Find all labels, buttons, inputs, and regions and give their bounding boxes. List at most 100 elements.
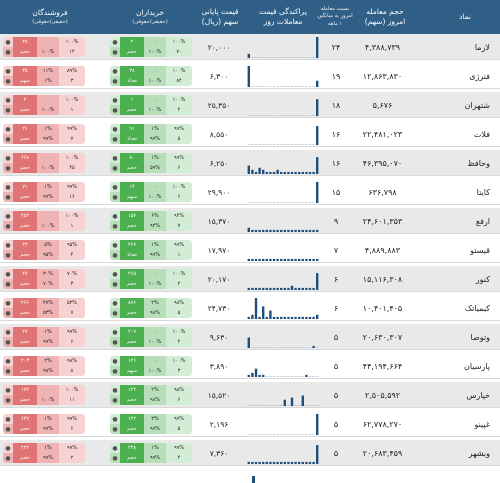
sell-value: ۶۶۸ [13, 153, 37, 163]
scroll-marker [252, 476, 255, 483]
distribution-bar [283, 86, 286, 87]
distribution-bar [301, 395, 304, 406]
sell-value: ۳۰% [37, 269, 59, 279]
table-row[interactable]: وتوصا ۲۰,۶۳۰,۳۰۷ ۵ ۹,۶۳۰ ۱۰۰% ۰ ۲۰۷ ● ۲ ۱۰۰% حجم ● ۹… [0, 324, 500, 350]
distribution-bar [247, 227, 250, 232]
table-row[interactable]: فلات ۲۲,۴۸۱,۰۲۳ ۱۶ ۸,۵۵۰ ۹۹% ۱% ۹۱ ● ۵ ۹۷% تعداد ● ۹… [0, 121, 500, 147]
table-row[interactable]: شتهران ۵,۶۷۶ ۱۸ ۲۵,۳۵۰ ۱۰۰% ۰ ۱ ● ۲ ۱۰۰% حجم ● ۱۰۰% ۰… [0, 92, 500, 118]
price-distribution-chart [247, 297, 319, 319]
buy-value: ۱۵۷ [120, 211, 144, 221]
closing-price: ۸,۵۵۰ [209, 129, 229, 139]
buyers-panel: ۹۷% ۳% ۱۴۲ ● ۵ ۹۷% حجم ● [110, 414, 192, 434]
buy-value: سهم [120, 192, 144, 202]
distribution-bar [283, 316, 286, 319]
price-distribution-chart [247, 123, 319, 145]
distribution-bar [290, 285, 294, 290]
distribution-bar [262, 434, 265, 435]
distribution-bar [294, 258, 297, 261]
symbol-name: پارسیان [464, 361, 490, 371]
buy-value: ۱۰۰% [144, 279, 166, 289]
distribution-bar [262, 202, 265, 203]
sell-value: ۹۹% [37, 134, 59, 144]
sell-value: ۰ [37, 37, 59, 47]
table-row[interactable]: لازما ۴,۳۸۸,۷۳۹ ۲۴ ۲۰,۰۰۰ ۱۰۰% ۰ ۲ ● ۷۰ ۱۰۰% حجم ● ۱… [0, 34, 500, 60]
distribution-bar [305, 202, 308, 203]
person-icon: ● [110, 366, 120, 376]
sell-value: ۹۹% [59, 414, 85, 424]
distribution-bar [280, 57, 283, 58]
table-row[interactable]: کیمیاتک ۱۰,۴۰۱,۴۰۵ ۶ ۲۴,۷۳۰ ۹۸% ۲% ۸۷۶ ● ۵ ۹۸% حجم… [0, 295, 500, 321]
distribution-bar [290, 461, 294, 464]
distribution-bar [312, 376, 315, 377]
sellers-panel: ۱۰۰% ۰ ۲۵۲ ● ۱ ۱۰۰% حجم ● [3, 211, 85, 231]
distribution-bar [272, 434, 276, 435]
sellers-panel: ۹۹% ۱% ۲۲۲ ● ۲ ۹۹% حجم ● [3, 443, 85, 463]
distribution-bar [269, 202, 272, 203]
distribution-bar [258, 167, 261, 174]
sell-value: ۴۵ [59, 163, 85, 173]
header-price: قیمت پایانی سهم (ریال) [201, 6, 239, 26]
table-row[interactable]: کنور ۱۵,۱۱۶,۳۰۸ ۶ ۲۰,۱۷۰ ۱۰۰% ۰ ۲۶۵ ● ۲ ۱۰۰% حجم ● ۷… [0, 266, 500, 292]
sell-value: ۸ [59, 366, 85, 376]
table-row[interactable]: ارفع ۲۴,۶۰۱,۳۵۳ ۹ ۱۵,۳۷۰ ۹۴% ۶% ۱۵۷ ● ۷ ۹۲% حجم ● ۱۰… [0, 208, 500, 234]
sell-value: سهم [13, 76, 37, 86]
distribution-bar [287, 171, 290, 174]
distribution-bar [247, 115, 250, 116]
distribution-bar [312, 461, 315, 464]
distribution-bar [298, 405, 301, 406]
distribution-bar [276, 86, 279, 87]
table-row[interactable]: کایتا ۶۳۶,۷۹۸ ۱۵ ۲۹,۹۰۰ ۱۰۰% ۰ ۱۴ ● ۶ ۱۰۰% سهم ● ۹۹%… [0, 179, 500, 205]
table-row[interactable]: غپینو ۶۲,۷۷۸,۲۷۰ ۵ ۲,۱۹۶ ۹۷% ۳% ۱۴۲ ● ۵ ۹۷% حجم ● ۹۹… [0, 411, 500, 437]
table-row[interactable]: خپارس ۲,۵۰۵,۵۹۲ ۵ ۱۵,۵۲۰ ۹۸% ۲% ۱۲۴ ● ۶ ۹۸% حجم ● ۱۰… [0, 382, 500, 408]
sell-value: ۱۰۰% [59, 385, 85, 395]
distribution-bar [298, 57, 301, 58]
distribution-bar [305, 229, 308, 232]
person-icon: ● [110, 211, 120, 221]
distribution-bar [305, 405, 308, 406]
price-distribution-chart [247, 239, 319, 261]
buy-value: ۹۷% [166, 414, 192, 424]
distribution-bar [301, 461, 304, 464]
person-icon: ● [110, 279, 120, 289]
table-row[interactable]: وحافظ ۴۶,۳۹۵,۰۷۰ ۱۶ ۶,۲۵۰ ۹۹% ۱% ۸۰ ● ۶ ۵۹% حجم ● ۱۰… [0, 150, 500, 176]
distribution-bar [305, 347, 308, 348]
trade-volume: ۴۶,۳۹۵,۰۷۰ [362, 158, 403, 168]
distribution-bar [265, 115, 268, 116]
distribution-bar [251, 144, 254, 145]
sell-value: ۹۹% [37, 192, 59, 202]
distribution-bar [280, 144, 283, 145]
distribution-bar [280, 115, 283, 116]
table-row[interactable]: وبشهر ۲۰,۶۸۳,۴۵۹ ۵ ۷,۳۶۰ ۹۹% ۱% ۲۳۸ ● ۴ ۹۹% حجم ● ۹۹… [0, 440, 500, 466]
distribution-bar [312, 316, 315, 319]
table-row[interactable]: فنرژی ۱۲,۸۶۳,۸۳۰ ۱۹ ۶,۳۰۰ ۱۰۰% ۰ ۳۸ ● ۸۴ ۱۰۰% تعدا… [0, 63, 500, 89]
sell-value: حجم [13, 221, 37, 231]
distribution-bar [272, 405, 276, 406]
trade-volume: ۵,۶۷۶ [372, 100, 393, 110]
distribution-bar [287, 405, 290, 406]
distribution-bar [258, 86, 261, 87]
person-icon: ● [110, 105, 120, 115]
buy-value: ۹۹% [144, 250, 166, 260]
distribution-bar [308, 229, 312, 232]
buy-value: ۵ [166, 308, 192, 318]
buy-value: ۱۰۰% [166, 66, 192, 76]
distribution-bar [312, 287, 315, 290]
person-icon: ● [110, 134, 120, 144]
distribution-bar [283, 434, 286, 435]
buy-value: ۹۹% [166, 240, 192, 250]
table-row[interactable]: قیستو ۴,۸۸۹,۸۸۳ ۷ ۱۷,۹۷۰ ۹۹% ۱% ۲۶۷ ● ۱ ۹۹% تعداد ●… [0, 237, 500, 263]
distribution-bar [272, 171, 276, 174]
distribution-bar [308, 202, 312, 203]
distribution-bar [251, 461, 254, 464]
price-distribution-chart [247, 36, 319, 58]
person-icon: ● [3, 221, 13, 231]
sellers-panel: ۱۰۰% ۰ ۶۶۸ ● ۴۵ ۱۰۰% حجم ● [3, 153, 85, 173]
table-row[interactable]: پارسیان ۴۴,۱۹۴,۶۶۴ ۵ ۳,۸۹۰ ۱۰۰% ۰ ۱۴۶ ● ۳ ۱۰۰% سهم… [0, 353, 500, 379]
buy-value: ۹۴% [166, 211, 192, 221]
distribution-bar [276, 461, 279, 464]
distribution-bar [283, 229, 286, 232]
buy-value: ۰ [144, 269, 166, 279]
distribution-bar [308, 115, 312, 116]
distribution-bar [251, 434, 254, 435]
buy-value: ۱۴ [120, 182, 144, 192]
